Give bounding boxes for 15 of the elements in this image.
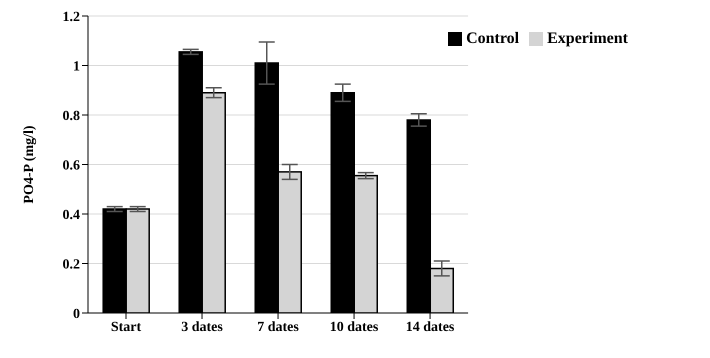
legend-label: Control (466, 30, 520, 47)
y-tick-label: 1 (73, 59, 80, 74)
x-tick-label: 3 dates (181, 320, 224, 335)
y-tick-label: 0.4 (62, 208, 80, 223)
x-tick-label: 14 dates (406, 320, 455, 335)
x-tick-label: Start (110, 320, 142, 335)
y-tick-label: 0 (73, 306, 80, 322)
y-tick-label: 0.2 (62, 257, 80, 272)
y-axis-title: PO4-P (mg/l) (22, 125, 37, 204)
legend-label: Experiment (547, 30, 628, 47)
x-tick-label: 7 dates (257, 320, 300, 335)
y-tick-label: 0.8 (62, 108, 80, 124)
y-tick-label: 0.6 (62, 158, 80, 174)
y-tick-label: 1.2 (62, 10, 80, 25)
x-tick-label: 10 dates (330, 320, 379, 335)
